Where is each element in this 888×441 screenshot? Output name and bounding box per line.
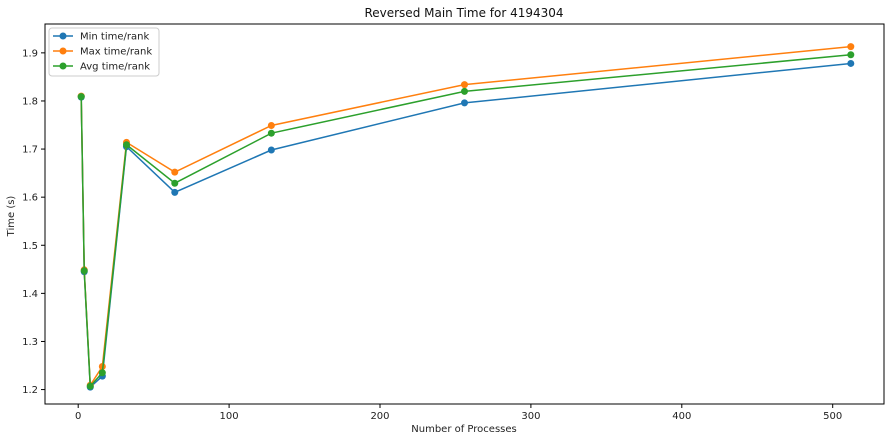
x-axis-label: Number of Processes [411,424,516,435]
x-tick-label: 400 [672,411,691,422]
data-point [80,267,88,275]
legend-marker [59,62,67,70]
data-point [171,188,179,196]
data-point [461,87,468,95]
x-tick-label: 100 [220,411,239,422]
legend-label: Min time/rank [80,32,149,43]
y-tick-label: 1.7 [22,145,38,156]
y-tick-label: 1.9 [22,48,38,59]
y-tick-label: 1.6 [22,193,38,204]
x-tick-label: 200 [370,411,389,422]
legend: Min time/rank Max time/rank Avg time/rank [48,27,160,77]
legend-item: Min time/rank [53,32,149,43]
x-tick-label: 300 [521,411,540,422]
y-axis-label: Time (s) [6,196,17,238]
data-point [122,141,130,149]
data-point [267,121,275,129]
y-tick-label: 1.5 [22,241,38,252]
data-point [267,146,275,154]
series-layer [77,43,855,391]
y-axis: 1.2 1.3 1.4 1.5 1.6 1.7 1.8 1.9 [22,48,45,396]
legend-marker [59,32,67,40]
data-point [847,43,855,51]
plot-area [44,23,885,405]
y-tick-label: 1.3 [22,337,38,348]
legend-item: Max time/rank [53,47,152,58]
data-point [98,369,106,377]
chart-title: Reversed Main Time for 4194304 [364,6,563,20]
legend-label: Avg time/rank [80,62,150,73]
y-tick-label: 1.2 [22,385,38,396]
x-axis: 0 100 200 300 400 500 [75,404,842,422]
series-2 [77,43,855,389]
series-line [80,62,851,389]
legend-marker [59,47,67,55]
data-point [461,99,468,107]
legend-box [48,27,160,77]
data-point [267,129,275,137]
data-point [171,168,179,176]
y-tick-label: 1.8 [22,96,38,107]
data-point [847,59,855,67]
series-1 [77,59,855,391]
data-point [461,81,468,89]
data-point [77,93,85,101]
series-line [80,45,851,388]
y-tick-label: 1.4 [22,289,38,300]
legend-label: Max time/rank [80,47,152,58]
series-3 [77,51,855,390]
data-point [847,51,855,59]
x-tick-label: 500 [823,411,842,422]
legend-item: Avg time/rank [53,62,150,73]
data-point [86,382,94,390]
x-tick-label: 0 [75,411,81,422]
data-point [171,179,179,187]
